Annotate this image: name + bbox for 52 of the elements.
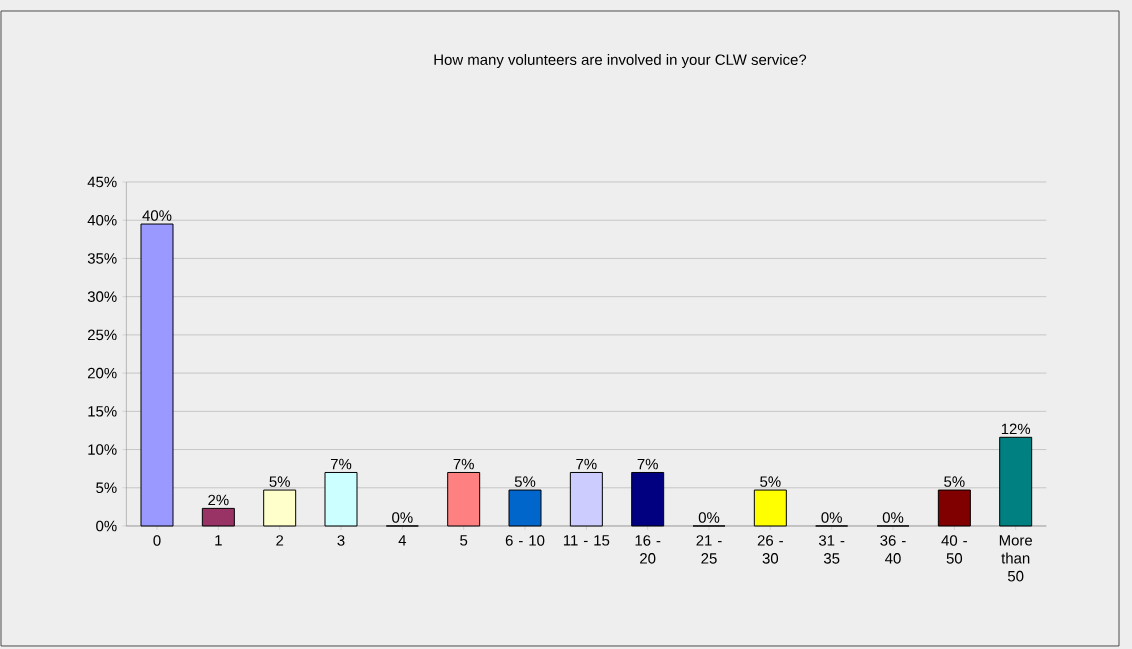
y-tick-label: 25% xyxy=(88,329,117,341)
bar xyxy=(631,471,665,527)
bar xyxy=(201,507,235,527)
x-tick-label: 6 - 10 xyxy=(505,535,545,546)
y-tick-label: 10% xyxy=(88,444,117,455)
data-label: 7% xyxy=(330,458,352,470)
bar xyxy=(753,489,787,527)
data-label: 12% xyxy=(1001,423,1031,435)
x-tick-label: 36 - 40 xyxy=(880,535,906,564)
bar xyxy=(324,471,358,527)
data-label: 7% xyxy=(453,458,474,470)
bar xyxy=(937,489,971,527)
y-tick-label: 20% xyxy=(88,367,117,379)
data-label: 40% xyxy=(142,210,172,221)
y-tick-label: 45% xyxy=(87,176,117,188)
x-tick-label: 11 - 15 xyxy=(563,535,610,546)
bar xyxy=(569,471,603,527)
x-tick-label: 2 xyxy=(276,535,284,546)
x-tick-label: 21 - 25 xyxy=(696,535,722,564)
bar xyxy=(140,223,174,527)
data-label: 0% xyxy=(882,512,904,523)
data-label: 5% xyxy=(269,476,290,487)
data-label: 7% xyxy=(576,458,597,470)
bar xyxy=(263,489,297,527)
data-label: 5% xyxy=(944,476,965,487)
y-tick-label: 35% xyxy=(87,253,117,264)
data-label: 7% xyxy=(637,458,658,470)
data-label: 0% xyxy=(698,512,720,523)
x-tick-label: 40 - 50 xyxy=(941,535,967,564)
data-label: 0% xyxy=(821,512,842,523)
x-tick-label: More than 50 xyxy=(999,535,1033,582)
x-tick-label: 31 - 35 xyxy=(818,535,845,564)
x-tick-label: 3 xyxy=(337,535,345,546)
data-label: 2% xyxy=(208,494,229,506)
y-tick-label: 30% xyxy=(87,291,117,302)
y-tick-label: 15% xyxy=(88,406,117,417)
x-tick-label: 4 xyxy=(398,535,407,546)
bar xyxy=(999,436,1033,527)
data-label: 5% xyxy=(760,476,781,487)
x-tick-label: 16 - 20 xyxy=(635,535,661,564)
y-tick-label: 0% xyxy=(96,520,117,532)
x-tick-label: 0 xyxy=(153,535,161,546)
data-label: 5% xyxy=(514,476,536,487)
x-tick-label: 5 xyxy=(460,535,468,546)
bar xyxy=(508,489,542,527)
x-tick-label: 1 xyxy=(215,535,222,546)
chart-title: How many volunteers are involved in your CLW service? xyxy=(434,54,807,68)
y-tick-label: 5% xyxy=(96,482,117,494)
bar xyxy=(447,471,481,527)
y-tick-label: 40% xyxy=(87,214,117,226)
data-label: 0% xyxy=(392,512,413,523)
x-tick-label: 26 - 30 xyxy=(757,535,783,564)
